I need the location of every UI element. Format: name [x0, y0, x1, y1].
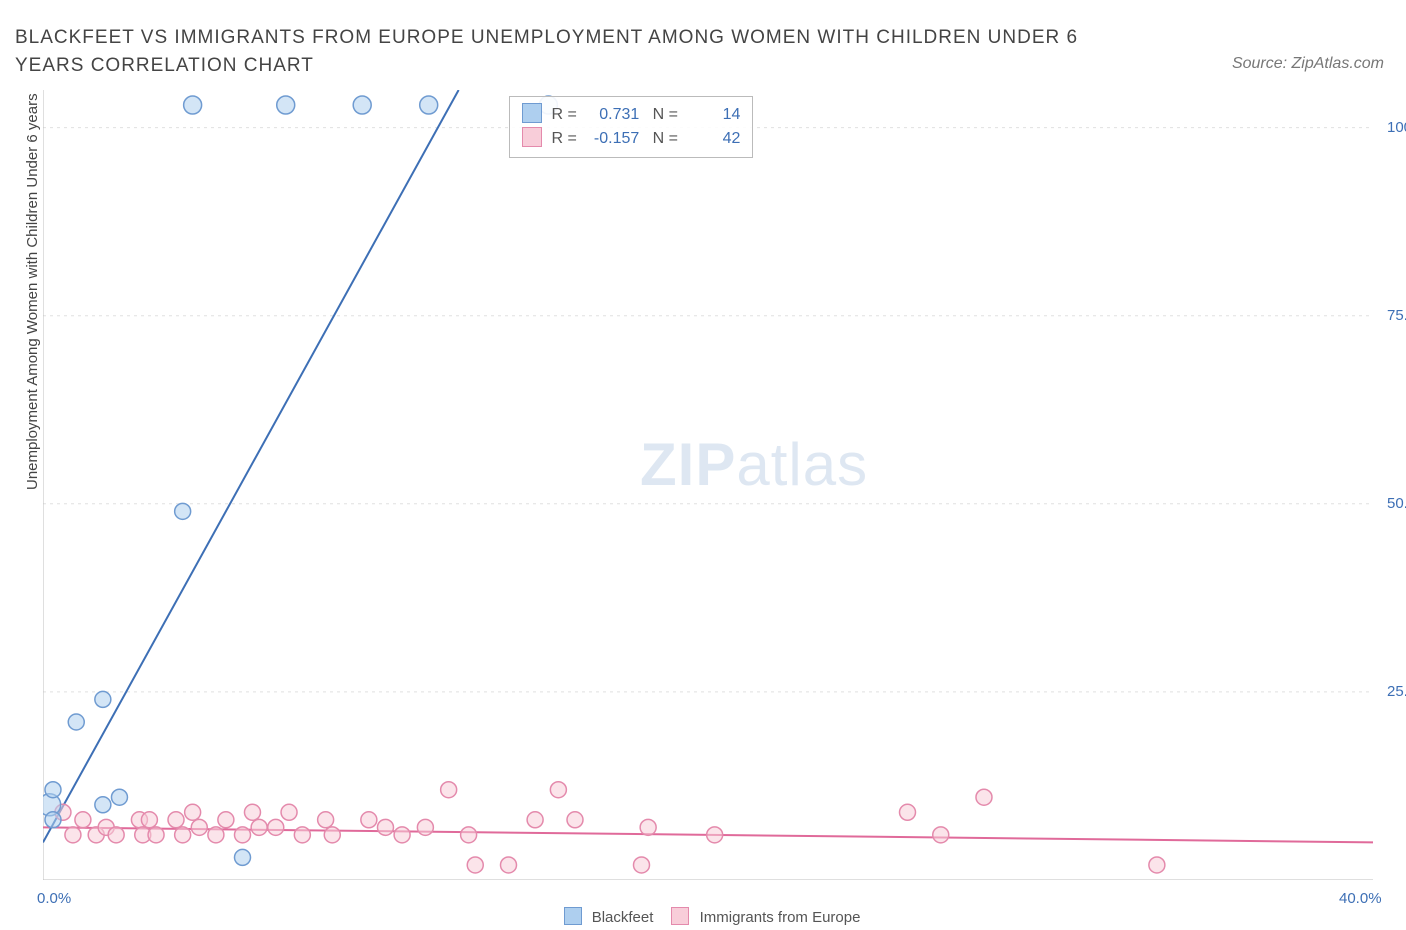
stats-r-value: 0.731 [581, 103, 639, 127]
source-label: Source: ZipAtlas.com [1232, 55, 1384, 73]
legend-swatch [522, 103, 542, 123]
stats-n-label: N = [653, 106, 678, 123]
y-tick-label: 25.0% [1387, 683, 1406, 700]
stats-row: R = -0.157 N = 42 [522, 127, 741, 151]
watermark: ZIPatlas [640, 430, 868, 499]
y-tick-label: 100.0% [1387, 119, 1406, 136]
legend-label: Blackfeet [588, 909, 654, 926]
y-tick-label: 75.0% [1387, 307, 1406, 324]
y-axis-label: Unemployment Among Women with Children U… [24, 93, 41, 490]
stats-n-value: 42 [682, 127, 740, 151]
legend-swatch [522, 127, 542, 147]
y-tick-label: 50.0% [1387, 495, 1406, 512]
stats-r-value: -0.157 [581, 127, 639, 151]
legend-bottom: Blackfeet Immigrants from Europe [0, 907, 1406, 926]
stats-r-label: R = [552, 130, 577, 147]
stats-legend-box: R = 0.731 N = 14R = -0.157 N = 42 [509, 96, 754, 158]
legend-swatch [671, 907, 689, 925]
stats-row: R = 0.731 N = 14 [522, 103, 741, 127]
legend-label: Immigrants from Europe [695, 909, 860, 926]
chart-title: BLACKFEET VS IMMIGRANTS FROM EUROPE UNEM… [15, 24, 1135, 79]
stats-r-label: R = [552, 106, 577, 123]
legend-swatch [564, 907, 582, 925]
x-tick-label: 40.0% [1339, 890, 1382, 907]
stats-n-value: 14 [682, 103, 740, 127]
x-tick-label: 0.0% [37, 890, 71, 907]
stats-n-label: N = [653, 130, 678, 147]
